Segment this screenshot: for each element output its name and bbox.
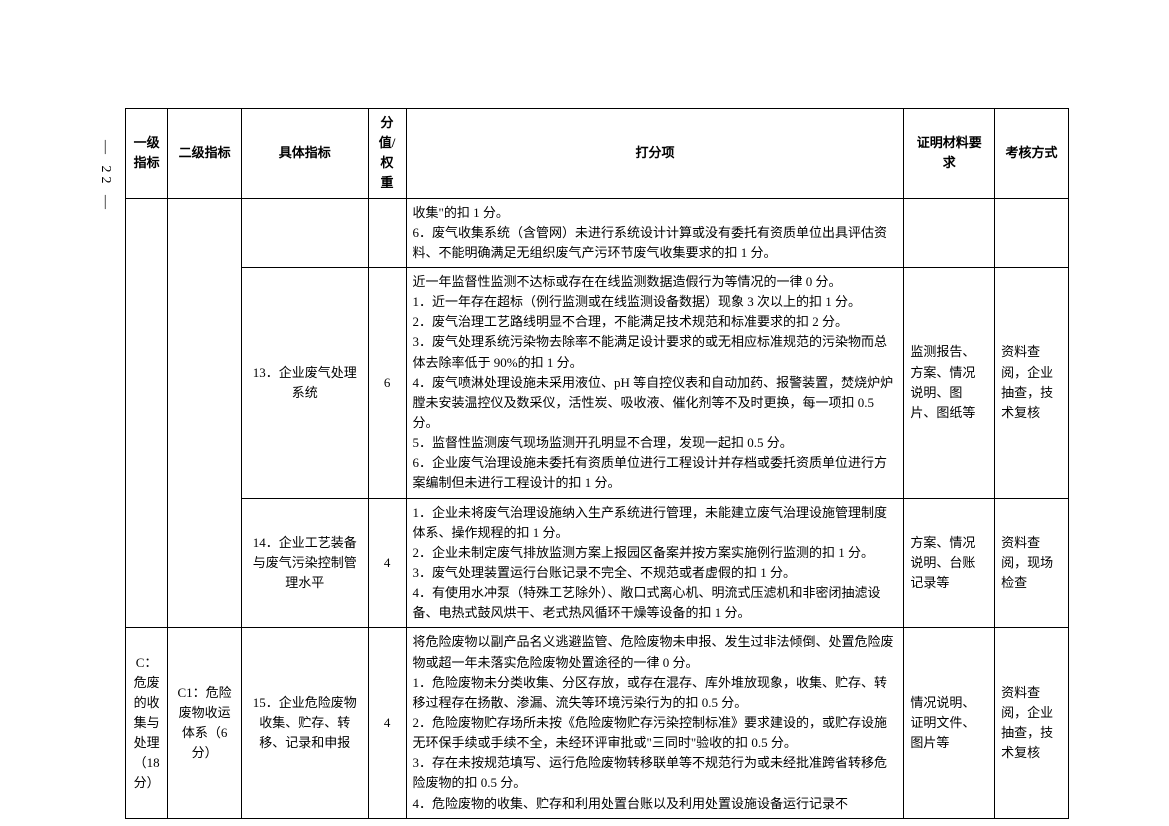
col-level1: 一级指标: [126, 109, 168, 199]
cell-method: 资料查阅，现场检查: [995, 498, 1069, 628]
cell-criteria: 近一年监督性监测不达标或存在在线监测数据造假行为等情况的一律 0 分。1．近一年…: [406, 267, 904, 498]
cell-indicator: [242, 198, 369, 267]
page-number: — 22 —: [97, 140, 113, 213]
col-level2: 二级指标: [168, 109, 242, 199]
cell-level1: C：危废的收集与处理（18分）: [126, 628, 168, 818]
table-header-row: 一级指标 二级指标 具体指标 分值/权重 打分项 证明材料要求 考核方式: [126, 109, 1069, 199]
col-method: 考核方式: [995, 109, 1069, 199]
table-row: C：危废的收集与处理（18分） C1：危险废物收运体系（6 分） 15．企业危险…: [126, 628, 1069, 818]
cell-method: 资料查阅，企业抽查，技术复核: [995, 628, 1069, 818]
cell-method: 资料查阅，企业抽查，技术复核: [995, 267, 1069, 498]
cell-score: 4: [368, 498, 406, 628]
table-row: 收集"的扣 1 分。6．废气收集系统（含管网）未进行系统设计计算或没有委托有资质…: [126, 198, 1069, 267]
evaluation-table: 一级指标 二级指标 具体指标 分值/权重 打分项 证明材料要求 考核方式 收集"…: [125, 108, 1069, 819]
cell-indicator: 13．企业废气处理系统: [242, 267, 369, 498]
col-indicator: 具体指标: [242, 109, 369, 199]
table-row: 13．企业废气处理系统 6 近一年监督性监测不达标或存在在线监测数据造假行为等情…: [126, 267, 1069, 498]
cell-evidence: [904, 198, 995, 267]
cell-method: [995, 198, 1069, 267]
table-row: 14．企业工艺装备与废气污染控制管理水平 4 1．企业未将废气治理设施纳入生产系…: [126, 498, 1069, 628]
col-evidence: 证明材料要求: [904, 109, 995, 199]
cell-evidence: 情况说明、证明文件、图片等: [904, 628, 995, 818]
cell-indicator: 15．企业危险废物收集、贮存、转移、记录和申报: [242, 628, 369, 818]
cell-indicator: 14．企业工艺装备与废气污染控制管理水平: [242, 498, 369, 628]
cell-evidence: 方案、情况说明、台账记录等: [904, 498, 995, 628]
cell-score: 4: [368, 628, 406, 818]
cell-level2: [168, 198, 242, 628]
col-score: 分值/权重: [368, 109, 406, 199]
cell-score: [368, 198, 406, 267]
cell-level2: C1：危险废物收运体系（6 分）: [168, 628, 242, 818]
cell-criteria: 收集"的扣 1 分。6．废气收集系统（含管网）未进行系统设计计算或没有委托有资质…: [406, 198, 904, 267]
cell-score: 6: [368, 267, 406, 498]
cell-criteria: 将危险废物以副产品名义逃避监管、危险废物未申报、发生过非法倾倒、处置危险废物或超…: [406, 628, 904, 818]
cell-criteria: 1．企业未将废气治理设施纳入生产系统进行管理，未能建立废气治理设施管理制度体系、…: [406, 498, 904, 628]
cell-level1: [126, 198, 168, 628]
cell-evidence: 监测报告、方案、情况说明、图片、图纸等: [904, 267, 995, 498]
col-criteria: 打分项: [406, 109, 904, 199]
